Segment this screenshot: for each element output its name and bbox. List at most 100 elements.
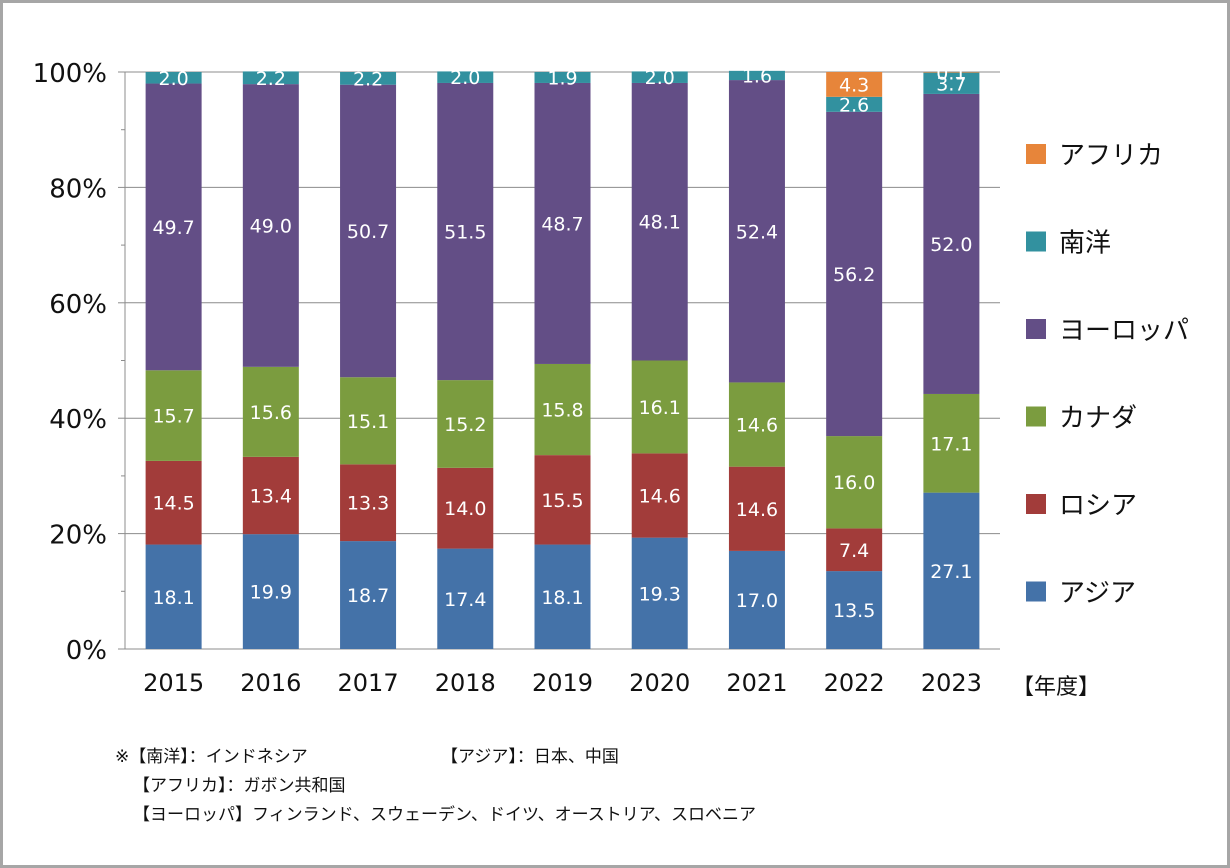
bar-segment xyxy=(534,544,591,649)
data-label: 13.3 xyxy=(347,493,389,515)
bar-segment xyxy=(242,71,299,85)
legend-label: ヨーロッパ xyxy=(1059,316,1189,346)
legend-swatch xyxy=(1026,319,1046,339)
bar-segment xyxy=(631,71,688,83)
data-label: 17.1 xyxy=(930,433,972,455)
data-label: 4.3 xyxy=(839,74,869,96)
bar-segment xyxy=(340,541,397,649)
data-label: 13.5 xyxy=(833,600,875,622)
y-tick-label: 20% xyxy=(49,521,107,551)
bar-segment xyxy=(728,550,785,649)
x-tick-label: 2019 xyxy=(532,669,593,697)
bar-segment xyxy=(826,111,883,437)
data-label: 14.6 xyxy=(736,499,778,521)
legend-swatch xyxy=(1026,494,1046,514)
x-unit-label: 【年度】 xyxy=(1012,675,1100,700)
x-tick-label: 2015 xyxy=(143,669,204,697)
bar-segment xyxy=(923,93,980,394)
data-label: 13.4 xyxy=(250,486,292,508)
data-label: 16.0 xyxy=(833,472,875,494)
bar-segment xyxy=(826,571,883,649)
bar-segment xyxy=(242,534,299,649)
bar-segment xyxy=(826,96,883,112)
data-label: 7.4 xyxy=(839,540,869,562)
bar-segment xyxy=(340,84,397,378)
data-label: 14.5 xyxy=(152,493,194,515)
data-label: 27.1 xyxy=(930,561,972,583)
data-label: 49.7 xyxy=(152,217,194,239)
data-label: 15.6 xyxy=(250,402,292,424)
bar-segment xyxy=(728,70,785,81)
bar-segment xyxy=(437,467,494,549)
legend-swatch xyxy=(1026,581,1046,602)
y-tick-label: 60% xyxy=(49,290,107,320)
legend-label: 南洋 xyxy=(1059,229,1111,259)
data-label: 49.0 xyxy=(250,215,292,237)
y-tick-label: 40% xyxy=(49,405,107,435)
data-label: 15.1 xyxy=(347,411,389,433)
data-label: 50.7 xyxy=(347,221,389,243)
bar-segment xyxy=(923,492,980,649)
bar-segment xyxy=(534,82,591,364)
data-label: 14.0 xyxy=(444,498,486,520)
bar-segment xyxy=(923,72,980,94)
legend-label: アジア xyxy=(1059,579,1136,609)
bar-segment xyxy=(437,71,494,83)
data-label: 16.1 xyxy=(639,397,681,419)
bar-segment xyxy=(631,360,688,454)
bar-segment xyxy=(242,84,299,367)
note-asia: 【アジア】：日本、中国 xyxy=(441,747,619,767)
note-nanyo: ※【南洋】：インドネシア xyxy=(115,747,308,767)
y-tick-label: 0% xyxy=(66,636,107,666)
y-tick-label: 100% xyxy=(33,59,107,89)
data-label: 51.5 xyxy=(444,222,486,244)
x-tick-label: 2022 xyxy=(824,669,885,697)
data-label: 1.6 xyxy=(742,65,772,87)
bar-segment xyxy=(242,456,299,535)
bar-segment xyxy=(728,80,785,383)
legend-label: ロシア xyxy=(1059,491,1137,521)
data-label: 3.7 xyxy=(936,73,966,95)
data-label: 2.0 xyxy=(645,67,675,89)
data-label: 15.5 xyxy=(541,490,583,512)
bar-segment xyxy=(826,436,883,529)
legend-label: アフリカ xyxy=(1059,141,1163,171)
bar-segment xyxy=(728,466,785,551)
bar-segment xyxy=(145,544,202,649)
bar-segment xyxy=(145,72,202,84)
x-tick-label: 2016 xyxy=(240,669,301,697)
bar-segment xyxy=(437,82,494,381)
data-label: 18.7 xyxy=(347,585,389,607)
legend-swatch xyxy=(1026,144,1046,164)
bar-segment xyxy=(145,83,202,371)
x-tick-label: 2017 xyxy=(338,669,399,697)
x-tick-label: 2023 xyxy=(921,669,982,697)
x-tick-label: 2020 xyxy=(629,669,690,697)
bar-segment xyxy=(534,455,591,545)
bars: 18.1 14.5 15.7 49.7 2.0 19.9 13.4 15.6 49.0 2.2 18… xyxy=(145,62,980,649)
data-label: 48.1 xyxy=(639,212,681,234)
data-label: 15.2 xyxy=(444,414,486,436)
note-europe: 【ヨーロッパ】フィンランド、スウェーデン、ドイツ、オーストリア、スロベニア xyxy=(133,805,757,825)
note-africa: 【アフリカ】：ガボン共和国 xyxy=(133,776,346,796)
bar-segment xyxy=(340,72,397,85)
data-label: 2.6 xyxy=(839,94,869,116)
bar-segment xyxy=(631,82,688,361)
data-label: 0.1 xyxy=(936,62,966,84)
data-label: 56.2 xyxy=(833,264,875,286)
data-label: 52.4 xyxy=(736,221,778,243)
data-label: 18.1 xyxy=(541,587,583,609)
footnotes: ※【南洋】：インドネシア 【アジア】：日本、中国 【アフリカ】：ガボン共和国 【ヨ… xyxy=(115,743,756,830)
bar-segment xyxy=(242,366,299,457)
data-label: 14.6 xyxy=(736,415,778,437)
bar-segment xyxy=(923,393,980,493)
data-label: 14.6 xyxy=(639,486,681,508)
bar-segment xyxy=(534,72,591,83)
data-label: 2.2 xyxy=(256,68,286,90)
data-label: 17.0 xyxy=(736,590,778,612)
data-label: 19.3 xyxy=(639,583,681,605)
bar-segment xyxy=(534,363,591,456)
bar-segment xyxy=(340,377,397,465)
data-label: 15.8 xyxy=(541,400,583,422)
